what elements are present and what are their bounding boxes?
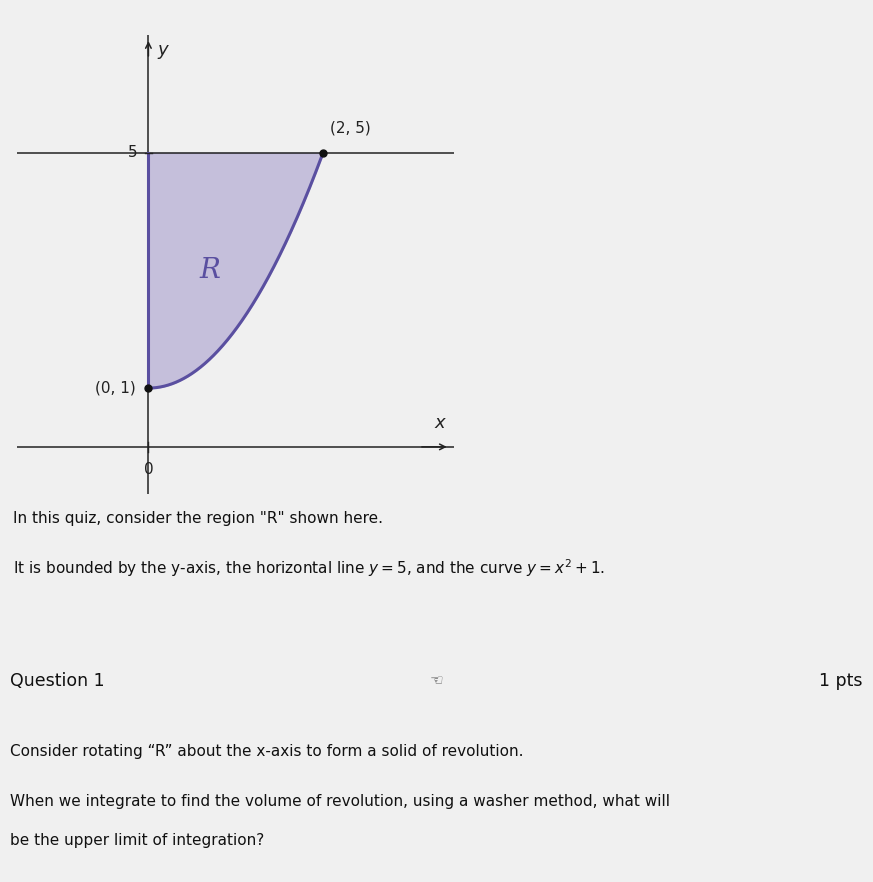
Text: x: x	[435, 415, 445, 432]
Text: Question 1: Question 1	[10, 672, 105, 691]
Text: It is bounded by the y-axis, the horizontal line $y = 5$, and the curve $y = x^2: It is bounded by the y-axis, the horizon…	[13, 557, 605, 579]
Text: y: y	[157, 41, 168, 59]
Text: 0: 0	[143, 461, 154, 476]
Text: When we integrate to find the volume of revolution, using a washer method, what : When we integrate to find the volume of …	[10, 794, 670, 809]
Text: R: R	[199, 257, 220, 284]
Text: ☜: ☜	[430, 674, 443, 689]
Text: Consider rotating “R” about the x-axis to form a solid of revolution.: Consider rotating “R” about the x-axis t…	[10, 744, 524, 759]
Text: 1 pts: 1 pts	[819, 672, 863, 691]
Text: 5: 5	[128, 146, 138, 161]
Text: In this quiz, consider the region "R" shown here.: In this quiz, consider the region "R" sh…	[13, 512, 383, 527]
Text: (2, 5): (2, 5)	[330, 120, 371, 135]
Text: be the upper limit of integration?: be the upper limit of integration?	[10, 833, 265, 848]
Text: (0, 1): (0, 1)	[94, 380, 135, 396]
